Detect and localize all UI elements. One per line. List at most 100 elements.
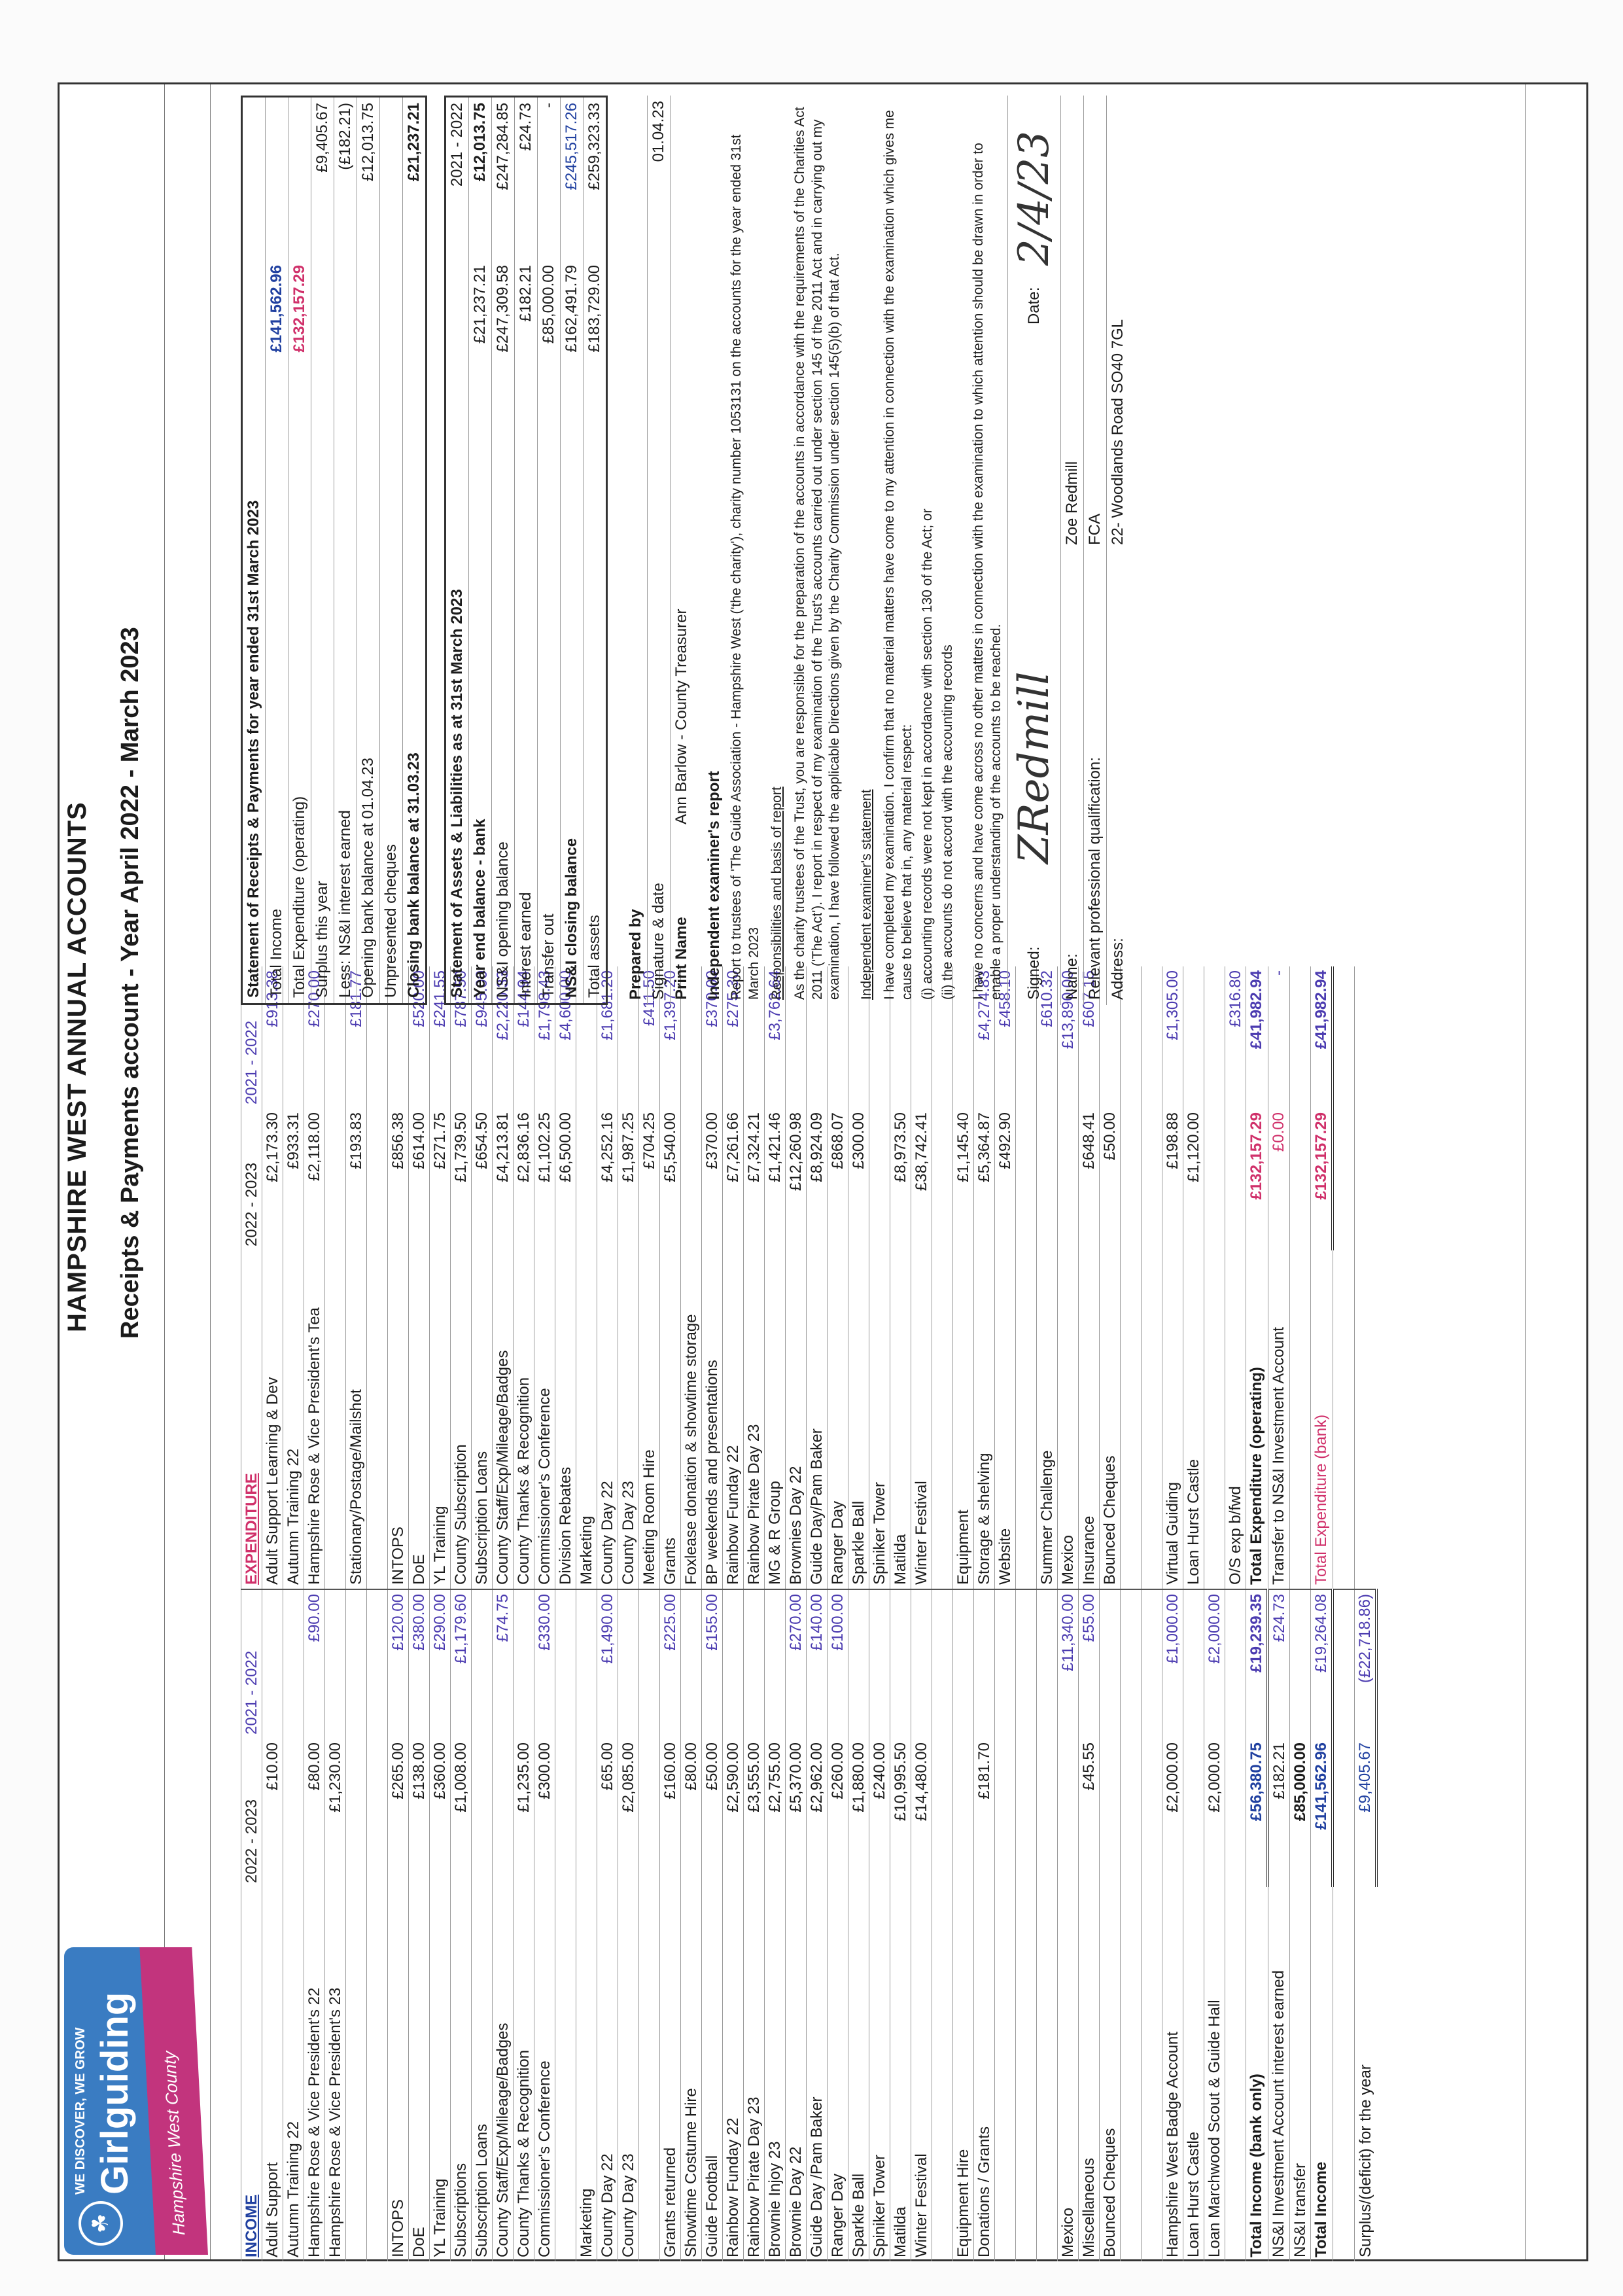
total-exp-op-prev: £41,982.94: [1246, 966, 1268, 1108]
trefoil-icon: ☘: [79, 2201, 123, 2246]
income-value: [932, 1739, 953, 1887]
expenditure-item: [932, 1250, 953, 1589]
as-interest-label: Interest earned: [517, 892, 534, 998]
empty-cell: [1333, 1589, 1355, 1739]
income-value: [345, 1739, 367, 1887]
transfer-nsi-prev: -: [1268, 966, 1290, 1108]
income-item: Donations / Grants: [973, 1887, 995, 2261]
income-item: County Staff/Exp/Mileage/Badges: [492, 1887, 514, 2261]
expenditure-item: County Day 22: [597, 1250, 618, 1589]
table-row: Autumn Training 22 Autumn Training 22 £933…: [283, 966, 304, 2261]
income-header: INCOME: [241, 1887, 262, 2261]
expenditure-item: Winter Festival: [911, 1250, 932, 1589]
income-item: [932, 1887, 953, 2261]
income-prev-value: [1225, 1589, 1246, 1739]
as-nsi-close-prev: £245,517.26: [563, 103, 580, 190]
income-item: [994, 1887, 1016, 2261]
nsi-interest-prev: £24.73: [1268, 1589, 1290, 1739]
as-ye-prev: £12,013.75: [471, 103, 489, 182]
expenditure-value: [680, 1108, 702, 1250]
table-row: Division Rebates £6,500.00 £4,600.00: [555, 966, 576, 2261]
income-prev-value: [618, 1589, 639, 1739]
income-item: Spiniker Tower: [869, 1887, 890, 2261]
statement-point-1: (i) accounting records were not kept in …: [919, 508, 935, 1000]
income-prev-value: £155.00: [701, 1589, 723, 1739]
income-value: [994, 1739, 1016, 1887]
income-value: [1099, 1739, 1121, 1887]
income-value: £240.00: [869, 1739, 890, 1887]
income-value: £10.00: [262, 1739, 283, 1887]
income-value: £2,000.00: [1162, 1739, 1183, 1887]
rs-income-label: Total Income: [268, 908, 285, 998]
examiner-heading: Independent examiner's report: [705, 771, 723, 1000]
table-row: Winter Festival £14,480.00 Winter Festival…: [911, 966, 932, 2261]
income-prev-value: [1015, 1589, 1037, 1739]
table-row: Rainbow Funday 22 £2,590.00 Rainbow Funday…: [722, 966, 744, 2261]
rs-surplus-value: £9,405.67: [313, 103, 331, 173]
income-value: [1120, 1739, 1142, 1887]
income-value: [576, 1739, 597, 1887]
income-prev-value: £100.00: [827, 1589, 848, 1739]
transfer-nsi-label: Transfer to NS&I Investment Account: [1268, 1250, 1290, 1589]
income-item: Bounced Cheques: [1099, 1887, 1121, 2261]
income-value: [555, 1739, 576, 1887]
table-row: [1120, 966, 1142, 2261]
grid-line: [210, 84, 211, 2259]
rs-less-label: Less: NS&I interest earned: [336, 810, 354, 998]
income-prev-value: £290.00: [429, 1589, 451, 1739]
expenditure-item: [1204, 1250, 1225, 1589]
expenditure-prev-value: [1204, 966, 1225, 1108]
expenditure-value: £868.07: [827, 1108, 848, 1250]
income-prev-value: [576, 1589, 597, 1739]
expenditure-item: Commissioner's Conference: [534, 1250, 555, 1589]
table-row: Meeting Room Hire £704.25 £411.50: [638, 966, 660, 2261]
empty-cell: [1333, 1250, 1355, 1589]
income-item: Subscriptions: [450, 1887, 472, 2261]
prepared-name: Ann Barlow - County Treasurer: [672, 609, 690, 824]
income-prev-value: [513, 1589, 534, 1739]
examiner-addr: 22- Woodlands Road SO40 7GL: [1109, 319, 1127, 545]
examiner-name-label: Name:: [1063, 953, 1081, 1000]
examiner-addr-label: Address:: [1109, 938, 1127, 1000]
expenditure-item: DoE: [408, 1250, 430, 1589]
expenditure-item: Subscription Loans: [471, 1250, 493, 1589]
income-value: [1141, 1739, 1162, 1887]
total-row: NS&I transfer £85,000.00: [1289, 966, 1311, 2261]
expenditure-item: Grants: [659, 1250, 681, 1589]
examiner-date: 2/4/23: [1010, 131, 1059, 266]
assets-prev-year: 2021 - 2022: [448, 103, 466, 187]
expenditure-item: County Thanks & Recognition: [513, 1250, 534, 1589]
expenditure-item: [366, 1250, 388, 1589]
total-row: [1333, 966, 1355, 2261]
income-value: [638, 1739, 660, 1887]
expenditure-item: Guide Day/Pam Baker: [806, 1250, 828, 1589]
empty-cell: [1289, 1250, 1311, 1589]
expenditure-item: INTOPS: [387, 1250, 409, 1589]
total-income-bank-label: Total Income (bank only): [1246, 1887, 1268, 2261]
as-nsi-open-prev: £247,284.85: [494, 103, 512, 190]
income-year-header: 2022 - 2023: [241, 1739, 262, 1887]
income-item: County Thanks & Recognition: [513, 1887, 534, 2261]
income-item: [1225, 1887, 1246, 2261]
income-prev-value: £120.00: [387, 1589, 409, 1739]
date-label: Date:: [1025, 287, 1043, 325]
empty-cell: [1354, 966, 1376, 1108]
as-nsi-open-value: £247,309.58: [494, 265, 512, 353]
expenditure-value: £2,836.16: [513, 1108, 534, 1250]
income-value: £1,008.00: [450, 1739, 472, 1887]
table-row: Miscellaneous £45.55 £55.00 Insurance £648.4…: [1078, 966, 1100, 2261]
expenditure-item: Foxlease donation & showtime storage: [680, 1250, 702, 1589]
empty-cell: [1333, 1739, 1355, 1887]
expenditure-value: £5,364.87: [973, 1108, 995, 1250]
income-prev-value: [932, 1589, 953, 1739]
income-value: [952, 1739, 974, 1887]
total-exp-op-value: £132,157.29: [1246, 1108, 1268, 1250]
table-row: [1015, 966, 1037, 2261]
total-income-value: £141,562.96: [1310, 1739, 1333, 1887]
income-value: £80.00: [304, 1739, 325, 1887]
income-prev-value: [1141, 1589, 1162, 1739]
as-transfer-value: £85,000.00: [540, 265, 557, 344]
as-ye-label: Year end balance - bank: [471, 819, 489, 998]
grid-line: [1525, 84, 1526, 2259]
expenditure-value: [576, 1108, 597, 1250]
